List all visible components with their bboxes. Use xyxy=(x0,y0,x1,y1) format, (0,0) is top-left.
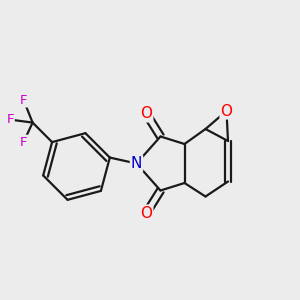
Text: N: N xyxy=(131,156,142,171)
Text: F: F xyxy=(20,94,27,106)
Text: O: O xyxy=(140,106,152,122)
Text: F: F xyxy=(20,136,27,148)
Text: O: O xyxy=(220,103,232,118)
Text: O: O xyxy=(140,206,152,220)
Text: F: F xyxy=(6,113,14,126)
